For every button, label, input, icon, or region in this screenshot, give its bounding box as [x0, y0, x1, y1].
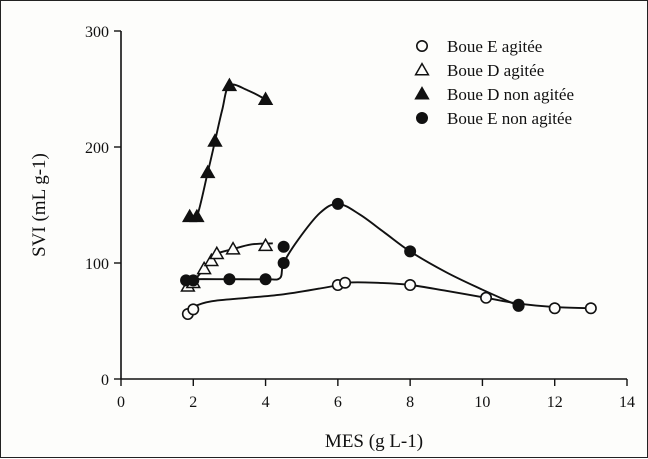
- ticks: 0 2 4 6 8 10 12 14 0 100 200 300: [85, 24, 635, 411]
- point-boue-e-non-agitee: [331, 197, 344, 210]
- curve-boue-e-agitee: [187, 281, 591, 315]
- x-tick-label: 10: [474, 394, 490, 411]
- legend-marker-boue-d-non-agitee: [414, 86, 430, 100]
- curve-boue-d-non-agitee: [189, 83, 267, 221]
- point-boue-e-non-agitee: [512, 299, 525, 312]
- point-boue-e-agitee: [584, 302, 597, 315]
- point-boue-e-non-agitee: [223, 273, 236, 286]
- data-points: [180, 77, 597, 321]
- point-boue-d-agitee: [225, 241, 241, 255]
- point-boue-d-non-agitee: [189, 208, 205, 223]
- legend-label-boue-d-non-agitee: Boue D non agitée: [447, 85, 574, 104]
- point-boue-d-agitee: [196, 260, 212, 275]
- y-tick-label: 200: [85, 140, 109, 157]
- point-boue-e-agitee: [339, 276, 352, 289]
- point-boue-d-non-agitee: [221, 77, 238, 92]
- point-boue-e-agitee: [548, 302, 561, 315]
- x-tick-label: 12: [547, 394, 563, 411]
- legend-marker-boue-d-agitee: [414, 62, 430, 76]
- x-tick-label: 6: [334, 394, 342, 411]
- x-tick-label: 0: [117, 394, 125, 411]
- point-boue-e-non-agitee: [187, 274, 200, 287]
- point-boue-e-agitee: [187, 303, 200, 316]
- x-tick-label: 8: [406, 394, 414, 411]
- x-tick-label: 14: [619, 394, 635, 411]
- y-tick-label: 300: [85, 24, 109, 41]
- point-boue-e-agitee: [404, 279, 417, 292]
- legend: Boue E agitée Boue D agitée Boue D non agi…: [414, 37, 574, 128]
- legend-marker-boue-e-agitee: [415, 39, 428, 52]
- legend-marker-boue-e-non-agitee: [415, 112, 428, 125]
- point-boue-d-non-agitee: [200, 164, 216, 179]
- point-boue-d-non-agitee: [207, 133, 223, 147]
- legend-label-boue-d-agitee: Boue D agitée: [447, 61, 544, 80]
- point-boue-e-non-agitee: [277, 240, 290, 253]
- point-boue-e-non-agitee: [404, 245, 417, 258]
- y-tick-label: 0: [101, 372, 109, 389]
- curve-boue-e-non-agitee: [185, 202, 519, 307]
- point-boue-e-agitee: [480, 291, 493, 304]
- y-tick-label: 100: [85, 256, 109, 273]
- x-axis-title: MES (g L-1): [325, 431, 423, 452]
- legend-label-boue-e-agitee: Boue E agitée: [447, 37, 542, 56]
- point-boue-d-agitee: [203, 252, 220, 267]
- legend-label-boue-e-non-agitee: Boue E non agitée: [447, 109, 572, 128]
- point-boue-e-non-agitee: [259, 273, 272, 286]
- x-tick-label: 4: [262, 394, 270, 411]
- y-axis-title: SVI (mL g-1): [29, 153, 50, 257]
- point-boue-d-agitee: [209, 245, 225, 260]
- point-boue-d-non-agitee: [257, 91, 274, 105]
- point-boue-d-agitee: [257, 237, 274, 252]
- axes: [120, 31, 627, 380]
- x-tick-label: 2: [189, 394, 197, 411]
- point-boue-e-non-agitee: [277, 256, 290, 269]
